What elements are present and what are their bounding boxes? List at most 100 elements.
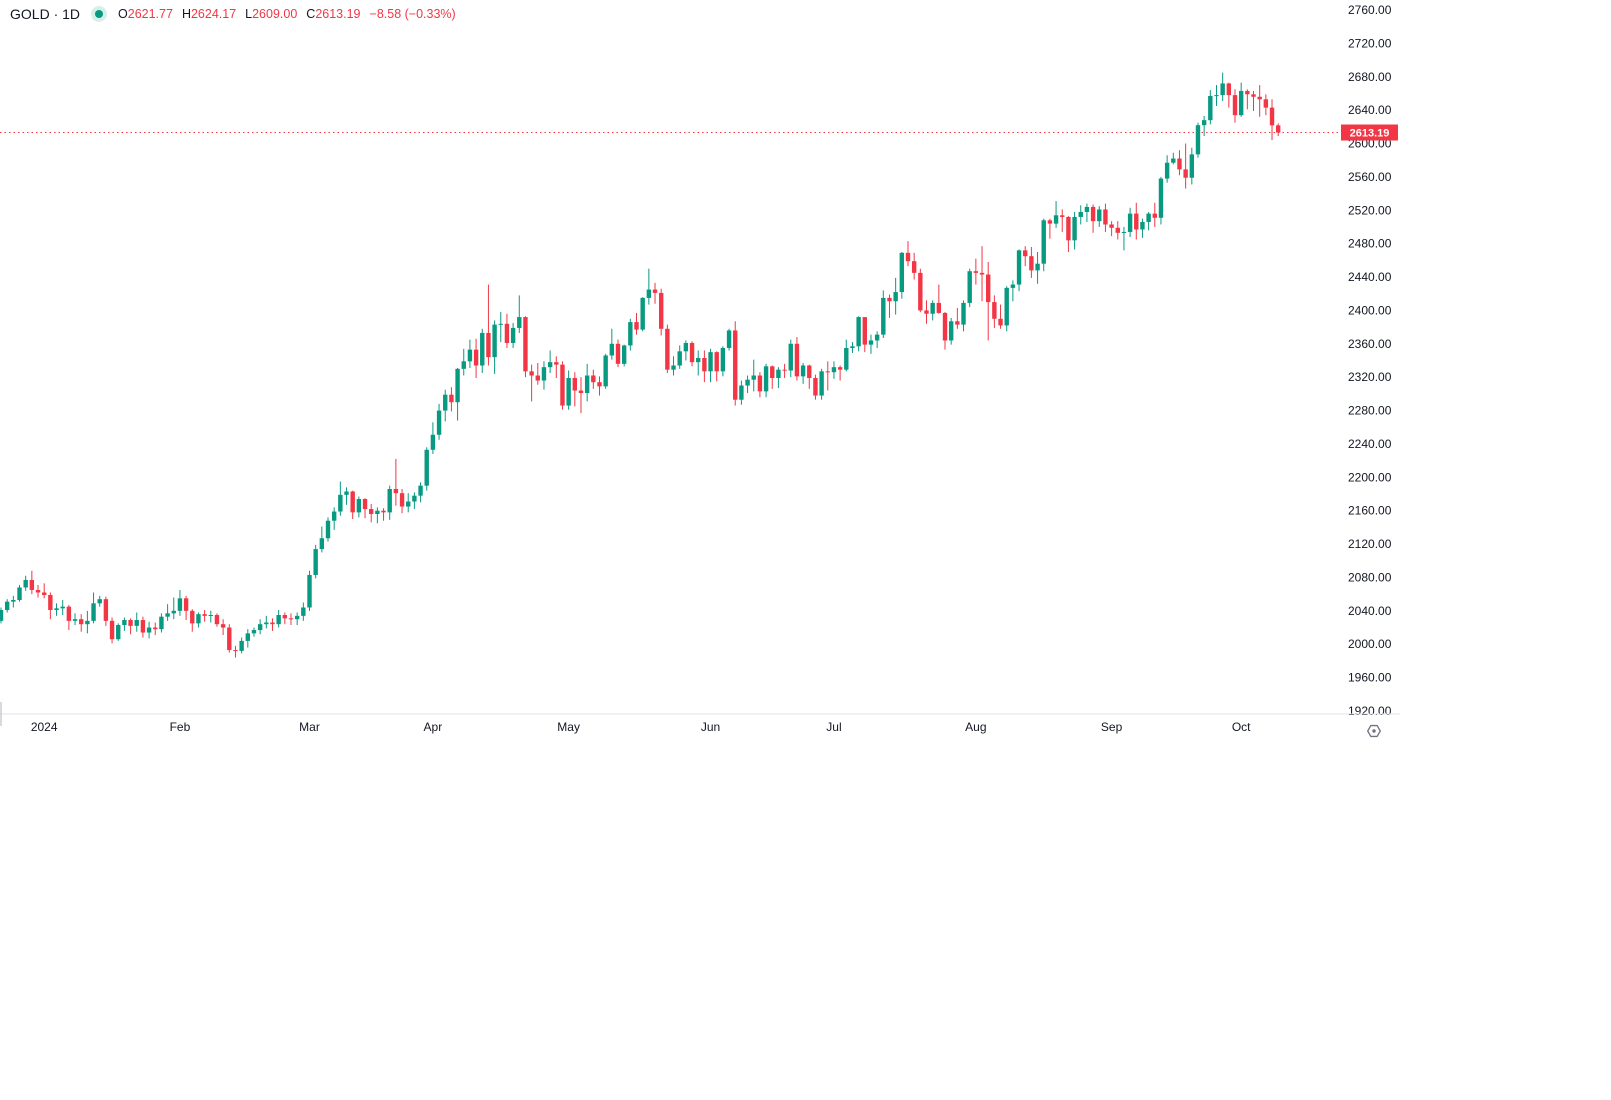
candle <box>541 361 547 390</box>
candle <box>79 614 84 632</box>
price-tick-label[interactable]: 2080.00 <box>1348 570 1392 584</box>
candle <box>165 604 170 621</box>
candle <box>91 592 96 624</box>
candle <box>41 583 47 599</box>
price-tick-label[interactable]: 2440.00 <box>1348 270 1392 284</box>
price-tick-label[interactable]: 2720.00 <box>1348 36 1392 50</box>
candle <box>794 337 800 381</box>
candle <box>220 619 226 636</box>
candle <box>443 389 448 422</box>
candle <box>1195 122 1201 158</box>
time-axis-label[interactable]: Feb <box>170 720 191 734</box>
candle <box>683 340 689 361</box>
candle <box>992 295 997 328</box>
price-tick-label[interactable]: 2760.00 <box>1348 3 1392 17</box>
time-axis-label[interactable]: Oct <box>1232 720 1251 734</box>
candle <box>418 482 423 503</box>
candle <box>467 339 473 369</box>
candle <box>1016 249 1022 292</box>
candle <box>893 277 898 315</box>
price-tick-label[interactable]: 2040.00 <box>1348 604 1392 618</box>
candle <box>720 346 726 377</box>
candle <box>455 368 460 421</box>
high-number: 2624.17 <box>190 7 237 21</box>
price-tick-label[interactable]: 1920.00 <box>1348 704 1392 718</box>
price-tick-label[interactable]: 2280.00 <box>1348 404 1392 418</box>
candle <box>1121 226 1127 251</box>
candle <box>1177 150 1182 176</box>
price-tick-label[interactable]: 2160.00 <box>1348 504 1392 518</box>
candle <box>1004 286 1009 332</box>
time-axis-label[interactable]: Jun <box>701 720 720 734</box>
symbol-title[interactable]: GOLD · 1D <box>10 6 81 22</box>
candle <box>85 610 90 634</box>
price-tick-label[interactable]: 2320.00 <box>1348 370 1392 384</box>
time-axis-label[interactable]: Sep <box>1101 720 1123 734</box>
candle <box>1257 85 1262 117</box>
time-axis-label[interactable]: Jul <box>826 720 841 734</box>
candles-layer <box>0 72 1281 658</box>
timeframe-settings-gear-icon[interactable] <box>1362 719 1386 743</box>
candle <box>1238 82 1244 117</box>
candle <box>1023 246 1028 267</box>
candle <box>1164 155 1170 183</box>
price-tick-label[interactable]: 2360.00 <box>1348 337 1392 351</box>
price-tick-label[interactable]: 2480.00 <box>1348 237 1392 251</box>
price-tick-label[interactable]: 2520.00 <box>1348 203 1392 217</box>
time-axis-label[interactable]: May <box>557 720 580 734</box>
candle <box>473 338 479 379</box>
candle <box>1115 221 1120 240</box>
candle <box>17 584 22 602</box>
time-axis-label[interactable]: 2024 <box>31 720 58 734</box>
last-price-badge[interactable]: 2613.19 <box>1341 124 1398 141</box>
candle <box>1084 203 1090 222</box>
candle <box>23 575 28 591</box>
price-tick-label[interactable]: 2200.00 <box>1348 470 1392 484</box>
candle <box>109 617 115 644</box>
price-tick-label[interactable]: 2120.00 <box>1348 537 1392 551</box>
candle <box>29 570 35 595</box>
chart-pane[interactable] <box>0 0 1340 713</box>
price-tick-label[interactable]: 2640.00 <box>1348 103 1392 117</box>
candle <box>745 375 750 394</box>
candle <box>177 589 183 616</box>
candle <box>60 599 65 616</box>
market-status-icon[interactable] <box>91 6 108 22</box>
time-axis-label[interactable]: Aug <box>965 720 986 734</box>
price-tick-label[interactable]: 2400.00 <box>1348 303 1392 317</box>
candle <box>288 613 294 626</box>
candle <box>868 334 874 354</box>
candle <box>140 616 146 638</box>
candle <box>1103 203 1108 232</box>
price-tick-label[interactable]: 1960.00 <box>1348 671 1392 685</box>
candle <box>591 369 596 389</box>
candle <box>733 321 738 406</box>
candle <box>856 316 861 352</box>
candle <box>831 361 837 379</box>
candle <box>1140 218 1145 238</box>
price-tick-label[interactable]: 2560.00 <box>1348 170 1392 184</box>
candlestick-chart[interactable]: 2760.002720.002680.002640.002600.002560.… <box>0 0 1611 760</box>
candle <box>1109 221 1114 237</box>
close-value: C2613.19 <box>306 7 360 21</box>
candle <box>708 348 713 383</box>
time-axis-label[interactable]: Mar <box>299 720 320 734</box>
price-tick-label[interactable]: 2680.00 <box>1348 70 1392 84</box>
candle <box>227 624 232 653</box>
candle <box>251 627 257 637</box>
candle <box>788 339 793 378</box>
candle <box>510 322 516 348</box>
candle <box>560 361 565 410</box>
time-axis-label[interactable]: Apr <box>424 720 443 734</box>
candle <box>208 610 213 623</box>
candle <box>190 609 195 632</box>
low-label: L <box>245 7 253 21</box>
candle <box>350 490 355 520</box>
price-tick-label[interactable]: 2240.00 <box>1348 437 1392 451</box>
low-value: L2609.00 <box>245 7 297 21</box>
candle <box>159 613 164 633</box>
candle <box>776 367 781 389</box>
price-tick-label[interactable]: 2000.00 <box>1348 637 1392 651</box>
candle <box>412 492 417 510</box>
